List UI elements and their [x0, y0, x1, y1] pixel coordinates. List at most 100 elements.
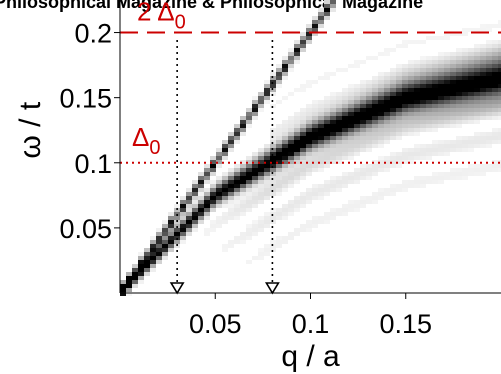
heatmap-cell [276, 100, 282, 104]
heatmap-cell [414, 124, 420, 128]
heatmap-cell [456, 136, 462, 140]
heatmap-cell [192, 180, 198, 184]
heatmap-cell [168, 240, 174, 244]
heatmap-cell [180, 204, 186, 208]
heatmap-cell [372, 84, 378, 88]
heatmap-cell [396, 108, 402, 112]
heatmap-cell [180, 212, 186, 216]
heatmap-cell [162, 232, 168, 236]
heatmap-cell [144, 272, 150, 276]
heatmap-cell [282, 216, 288, 220]
heatmap-cell [378, 100, 384, 104]
heatmap-cell [480, 84, 486, 88]
heatmap-cell [444, 140, 450, 144]
heatmap-cell [384, 124, 390, 128]
heatmap-cell [438, 84, 444, 88]
heatmap-cell [432, 128, 438, 132]
heatmap-cell [282, 128, 288, 132]
heatmap-cell [138, 280, 144, 284]
heatmap-cell [468, 96, 474, 100]
heatmap-cell [444, 144, 450, 148]
heatmap-cell [270, 180, 276, 184]
heatmap-cell [288, 120, 294, 124]
heatmap-cell [420, 184, 426, 188]
heatmap-cell [396, 164, 402, 168]
heatmap-cell [450, 60, 456, 64]
heatmap-cell [252, 156, 258, 160]
heatmap-cell [492, 68, 498, 72]
heatmap-cell [444, 100, 450, 104]
heatmap-cell [264, 84, 270, 88]
heatmap-cell [432, 180, 438, 184]
heatmap-cell [252, 220, 258, 224]
heatmap-cell [312, 24, 318, 28]
heatmap-cell [390, 72, 396, 76]
heatmap-cell [168, 244, 174, 248]
heatmap-cell [426, 84, 432, 88]
heatmap-cell [486, 72, 492, 76]
heatmap-cell [138, 272, 144, 276]
heatmap-cell [408, 64, 414, 68]
axes: 0.05 0.1 0.15 0.2 0.05 0.1 0.15 [59, 0, 501, 339]
heatmap-cell [480, 144, 486, 148]
heatmap-cell [306, 104, 312, 108]
heatmap-cell [390, 116, 396, 120]
heatmap-cell [486, 108, 492, 112]
heatmap-cell [294, 176, 300, 180]
heatmap-cell [486, 48, 492, 52]
heatmap-cell [294, 40, 300, 44]
heatmap-cell [210, 208, 216, 212]
heatmap-cell [414, 148, 420, 152]
heatmap-cell [312, 20, 318, 24]
heatmap-cell [294, 140, 300, 144]
heatmap-cell [474, 88, 480, 92]
heatmap-cell [408, 112, 414, 116]
heatmap-cell [210, 172, 216, 176]
heatmap-cell [264, 80, 270, 84]
heatmap-cell [372, 120, 378, 124]
heatmap-cell [360, 60, 366, 64]
heatmap-cell [282, 60, 288, 64]
heatmap-cell [258, 108, 264, 112]
heatmap-cell [258, 156, 264, 160]
heatmap-cell [306, 132, 312, 136]
heatmap-cell [312, 108, 318, 112]
heatmap-cell [324, 104, 330, 108]
heatmap-cell [432, 92, 438, 96]
heatmap-cell [306, 160, 312, 164]
heatmap-cell [348, 172, 354, 176]
heatmap-cell [372, 88, 378, 92]
heatmap-cell [390, 152, 396, 156]
heatmap-cell [444, 108, 450, 112]
heatmap-cell [480, 140, 486, 144]
heatmap-cell [450, 88, 456, 92]
heatmap-cell [330, 180, 336, 184]
heatmap-cell [384, 88, 390, 92]
heatmap-cell [174, 232, 180, 236]
heatmap-cell [384, 136, 390, 140]
heatmap-cell [414, 112, 420, 116]
heatmap-cell [336, 100, 342, 104]
heatmap-cell [480, 164, 486, 168]
heatmap-cell [324, 16, 330, 20]
heatmap-cell [282, 212, 288, 216]
heatmap-cell [360, 84, 366, 88]
heatmap-cell [282, 68, 288, 72]
heatmap-cell [288, 48, 294, 52]
heatmap-cell [414, 128, 420, 132]
heatmap-cell [498, 116, 501, 120]
heatmap-cell [288, 92, 294, 96]
heatmap-cell [366, 120, 372, 124]
heatmap-cell [414, 104, 420, 108]
heatmap-cell [246, 200, 252, 204]
heatmap-cell [426, 36, 432, 40]
heatmap-cell [450, 96, 456, 100]
heatmap-cell [420, 176, 426, 180]
heatmap-cell [180, 236, 186, 240]
heatmap-cell [312, 32, 318, 36]
heatmap-cell [288, 160, 294, 164]
heatmap-cell [300, 88, 306, 92]
heatmap-cell [474, 56, 480, 60]
heatmap-cell [294, 232, 300, 236]
heatmap-cell [498, 24, 501, 28]
